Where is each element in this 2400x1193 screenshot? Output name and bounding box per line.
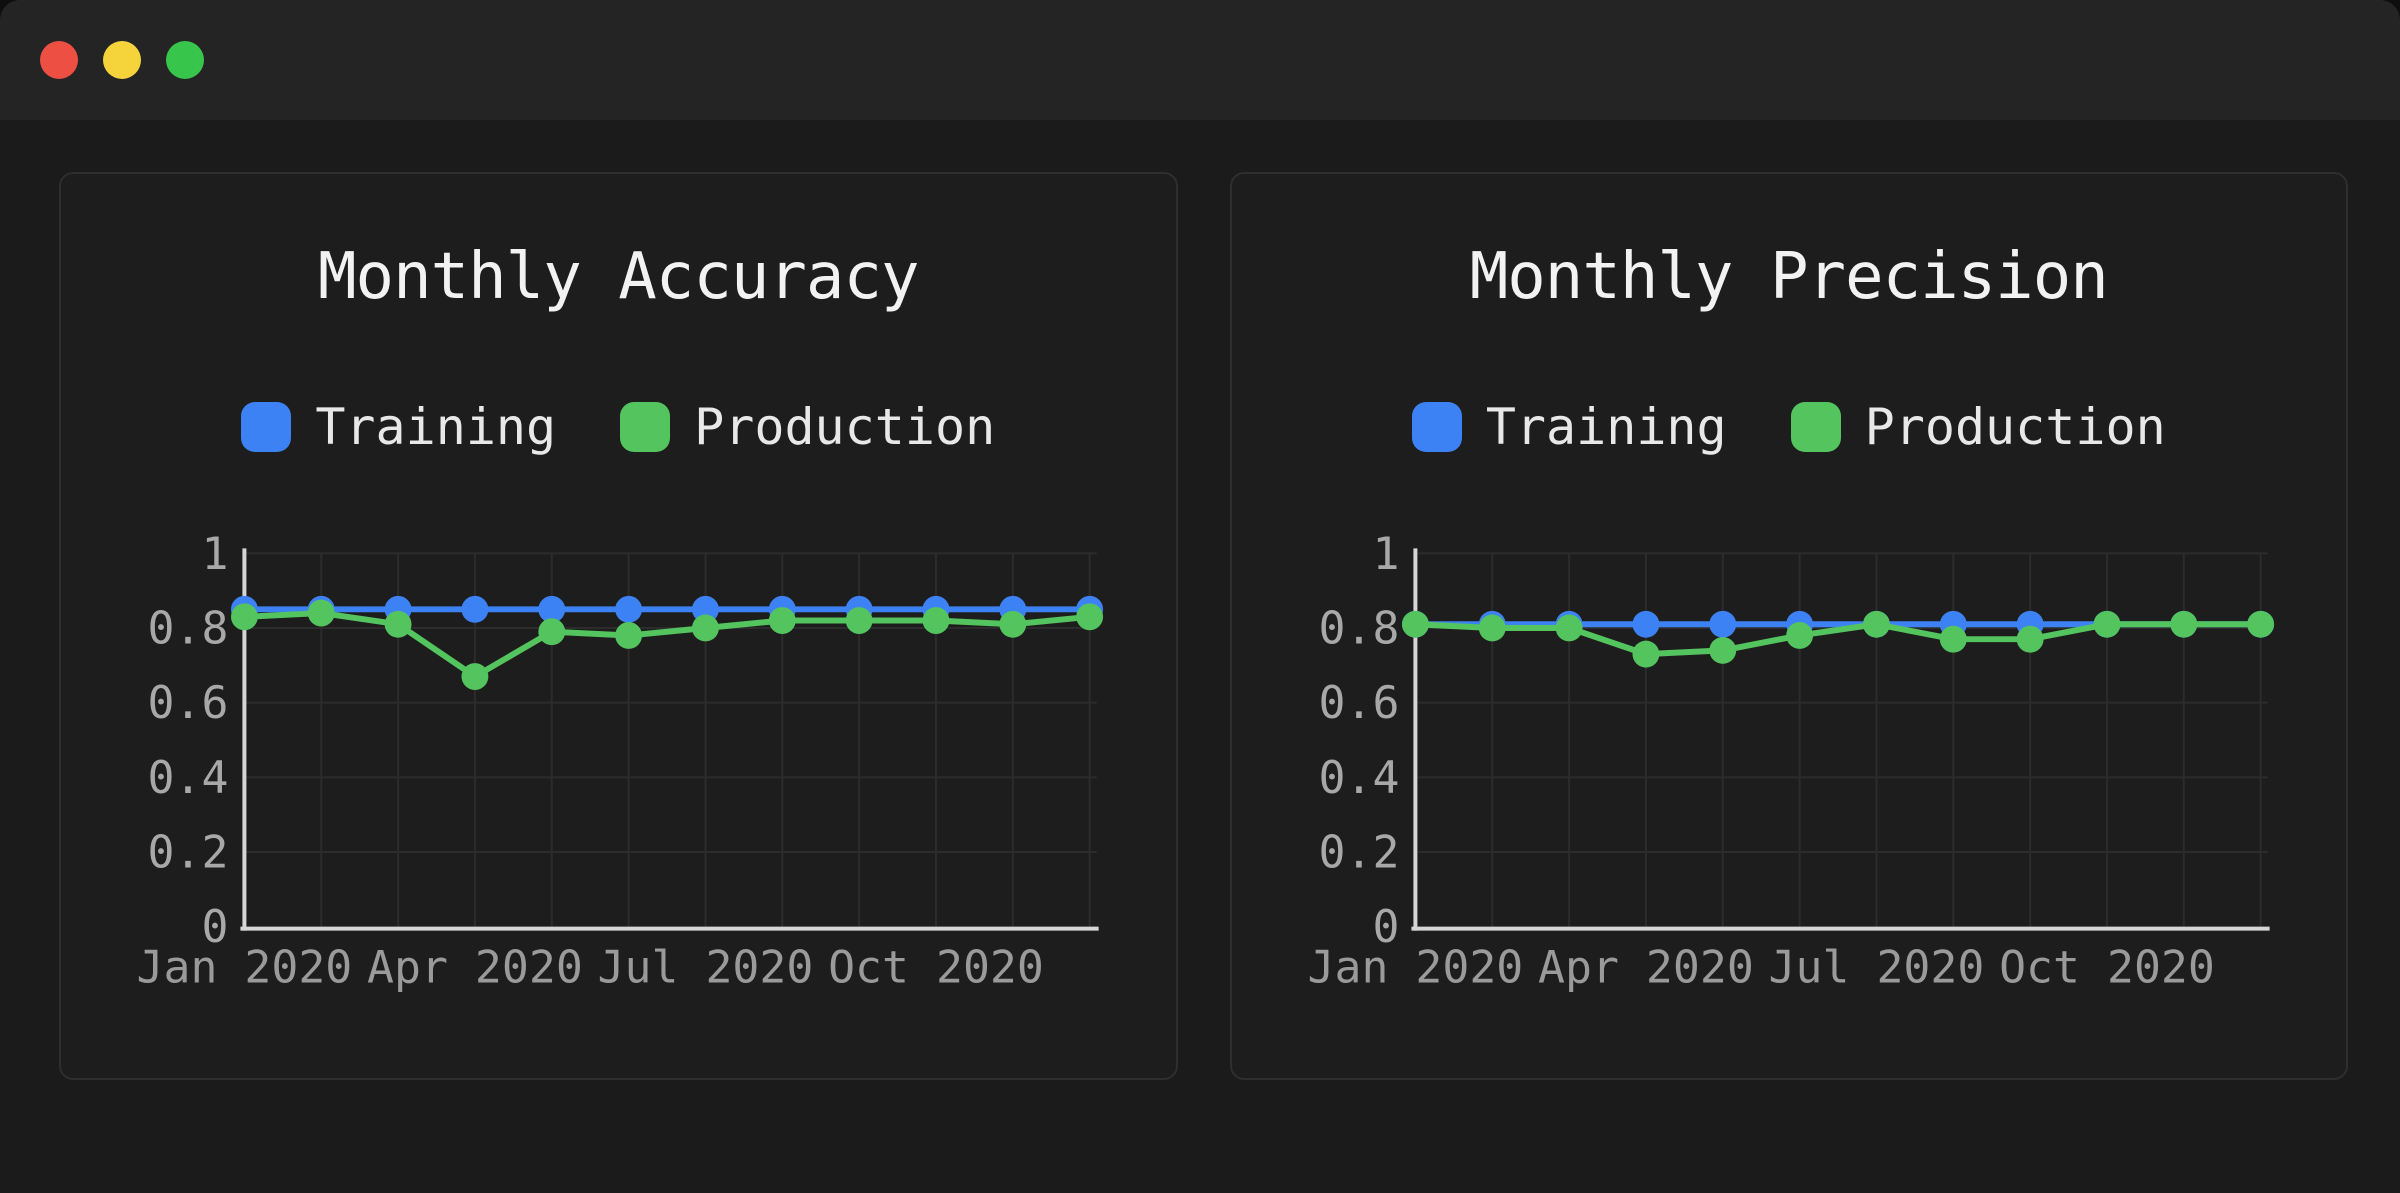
traffic-lights bbox=[40, 41, 204, 79]
svg-text:Jan 2020: Jan 2020 bbox=[137, 940, 353, 993]
svg-text:Apr 2020: Apr 2020 bbox=[367, 940, 583, 993]
svg-text:0.2: 0.2 bbox=[148, 826, 229, 879]
svg-text:0.6: 0.6 bbox=[148, 676, 229, 729]
main-content: Monthly Accuracy Training Production 1 0.… bbox=[0, 120, 2400, 1080]
precision-chart-card: Monthly Precision Training Production 1 0… bbox=[1229, 172, 2348, 1080]
minimize-button[interactable] bbox=[103, 41, 141, 79]
svg-text:0: 0 bbox=[1372, 900, 1399, 953]
svg-text:0.8: 0.8 bbox=[148, 601, 229, 654]
zoom-button[interactable] bbox=[166, 41, 204, 79]
close-button[interactable] bbox=[40, 41, 78, 79]
precision-chart-title: Monthly Precision bbox=[1469, 240, 2109, 314]
svg-text:0.2: 0.2 bbox=[1318, 826, 1399, 879]
legend-label: Training bbox=[315, 398, 557, 456]
svg-text:Oct 2020: Oct 2020 bbox=[828, 940, 1044, 993]
legend-label: Production bbox=[1864, 398, 2166, 456]
accuracy-chart-legend: Training Production bbox=[61, 398, 1176, 456]
svg-text:Jan 2020: Jan 2020 bbox=[1307, 940, 1523, 993]
production-color-swatch-icon bbox=[1790, 402, 1841, 452]
training-color-swatch-icon bbox=[241, 402, 292, 452]
svg-text:1: 1 bbox=[201, 527, 228, 580]
legend-item-production[interactable]: Production bbox=[620, 398, 995, 456]
svg-text:Jul 2020: Jul 2020 bbox=[1768, 940, 1984, 993]
legend-item-training[interactable]: Training bbox=[241, 398, 556, 456]
legend-label: Training bbox=[1485, 398, 1727, 456]
svg-text:Oct 2020: Oct 2020 bbox=[1999, 940, 2215, 993]
svg-text:Apr 2020: Apr 2020 bbox=[1538, 940, 1754, 993]
titlebar bbox=[0, 0, 2400, 120]
svg-text:1: 1 bbox=[1372, 527, 1399, 580]
svg-text:0.4: 0.4 bbox=[148, 751, 229, 804]
svg-text:0: 0 bbox=[201, 900, 228, 953]
training-color-swatch-icon bbox=[1411, 402, 1462, 452]
production-color-swatch-icon bbox=[620, 402, 671, 452]
accuracy-chart-card: Monthly Accuracy Training Production 1 0.… bbox=[59, 172, 1178, 1080]
svg-text:0.6: 0.6 bbox=[1318, 676, 1399, 729]
svg-text:Jul 2020: Jul 2020 bbox=[598, 940, 814, 993]
legend-item-production[interactable]: Production bbox=[1790, 398, 2166, 456]
precision-chart-legend: Training Production bbox=[1232, 398, 2347, 456]
legend-label: Production bbox=[694, 398, 996, 456]
svg-text:0.8: 0.8 bbox=[1318, 601, 1399, 654]
accuracy-chart-title: Monthly Accuracy bbox=[318, 240, 919, 314]
legend-item-training[interactable]: Training bbox=[1411, 398, 1727, 456]
svg-text:0.4: 0.4 bbox=[1318, 751, 1399, 804]
